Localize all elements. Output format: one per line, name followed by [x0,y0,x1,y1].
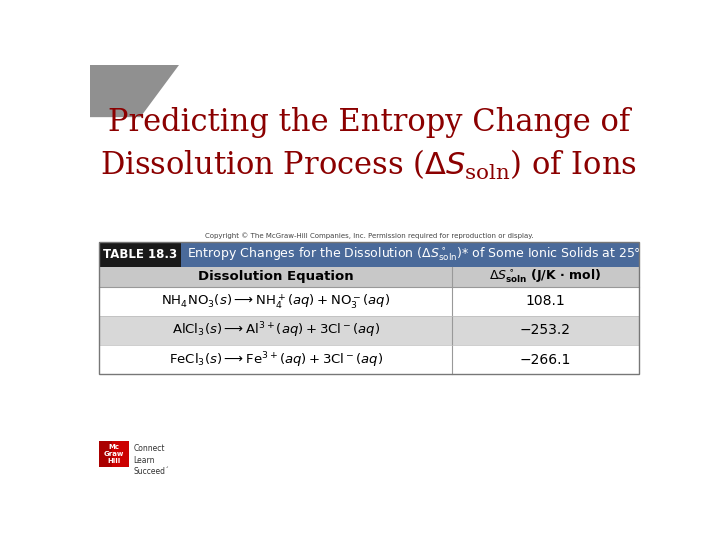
Bar [99,267,639,287]
Text: $\Delta S^\circ_{\mathregular{soln}}$ (J/K · mol): $\Delta S^\circ_{\mathregular{soln}}$ (J… [489,268,601,285]
Text: Copyright © The McGraw-Hill Companies, Inc. Permission required for reproduction: Copyright © The McGraw-Hill Companies, I… [204,232,534,239]
Text: Mc
Graw
Hill: Mc Graw Hill [104,444,125,464]
Bar [99,441,112,467]
Text: 108.1: 108.1 [526,294,565,308]
Text: TABLE 18.3: TABLE 18.3 [103,248,177,261]
Text: $\mathrm{NH_4NO_3}(s) \longrightarrow \mathrm{NH_4^+(}aq) + \mathrm{NO_3^-}(aq)$: $\mathrm{NH_4NO_3}(s) \longrightarrow \m… [161,292,390,310]
Text: −266.1: −266.1 [520,353,571,367]
Bar [99,345,639,374]
Polygon shape [90,65,179,117]
Text: Dissolution Process ($\Delta S_{\mathregular{soln}}$) of Ions: Dissolution Process ($\Delta S_{\mathreg… [101,148,637,182]
Bar [99,316,639,345]
Text: $\mathrm{FeCl_3}(s) \longrightarrow \mathrm{Fe^{3+}}(aq) + \mathrm{3Cl^-}(aq)$: $\mathrm{FeCl_3}(s) \longrightarrow \mat… [168,350,382,369]
Text: Predicting the Entropy Change of: Predicting the Entropy Change of [108,107,630,138]
Bar [99,242,639,374]
Bar [99,287,639,316]
Text: Entropy Changes for the Dissolution ($\Delta S^\circ_{\mathregular{soln}}$)* of : Entropy Changes for the Dissolution ($\D… [187,246,650,263]
Text: Connect
Learn
Succeed´: Connect Learn Succeed´ [133,444,169,476]
Bar [99,242,181,267]
Bar [181,242,639,267]
Text: −253.2: −253.2 [520,323,571,338]
Text: Dissolution Equation: Dissolution Equation [198,270,354,283]
Bar [99,441,129,467]
Text: $\mathrm{AlCl_3}(s) \longrightarrow \mathrm{Al^{3+}}(aq) + \mathrm{3Cl^-}(aq)$: $\mathrm{AlCl_3}(s) \longrightarrow \mat… [171,321,379,340]
